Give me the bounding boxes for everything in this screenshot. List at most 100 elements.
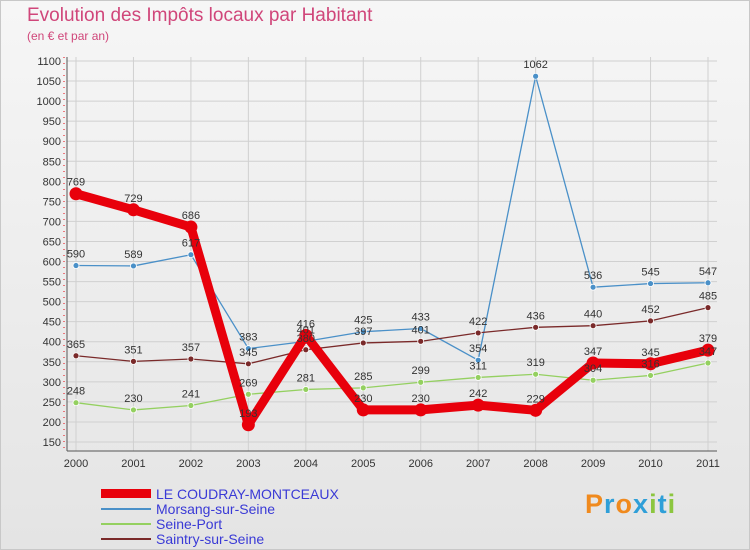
x-tick-labels: 2000 2001 2002 2003 2004 2005 2006 2007 2008 2009… [64, 458, 720, 470]
data-label: 242 [469, 388, 487, 400]
data-label: 686 [182, 210, 200, 222]
y-tick-label: 500 [43, 297, 61, 309]
data-label: 311 [469, 360, 487, 372]
data-point [359, 384, 367, 392]
data-label: 380 [297, 333, 315, 345]
y-tick-label: 900 [43, 136, 61, 148]
data-label: 379 [699, 333, 717, 345]
data-point [72, 399, 80, 407]
y-tick-label: 150 [43, 437, 61, 449]
x-tick-label: 2000 [64, 458, 88, 470]
legend-item-saintry-sur-seine: Saintry-sur-Seine [101, 530, 265, 547]
data-point [586, 356, 600, 370]
y-tick-label: 1000 [37, 96, 61, 108]
data-point [701, 343, 715, 357]
data-label: 397 [354, 326, 372, 338]
data-label: 452 [641, 304, 659, 316]
data-point [589, 322, 597, 330]
data-label: 299 [412, 365, 430, 377]
data-label: 401 [297, 324, 315, 336]
y-tick-label: 750 [43, 196, 61, 208]
data-label: 440 [584, 309, 602, 321]
data-point [474, 374, 482, 381]
data-label: 304 [584, 363, 602, 375]
data-point [244, 360, 252, 368]
grid-lines [67, 57, 717, 451]
data-label: 241 [182, 389, 200, 401]
data-point [647, 280, 654, 287]
x-tick-label: 2010 [638, 458, 662, 470]
data-label: 769 [67, 177, 85, 189]
data-point [474, 329, 482, 337]
x-tick-label: 2003 [236, 458, 260, 470]
data-label: 230 [354, 393, 372, 405]
x-tick-label: 2009 [581, 458, 605, 470]
data-point [187, 251, 195, 259]
series-line [75, 362, 709, 411]
data-label: 281 [297, 372, 315, 384]
series-line [71, 189, 713, 430]
y-tick-label: 800 [43, 176, 61, 188]
data-point [704, 279, 712, 287]
data-point [302, 386, 310, 393]
x-tick-label: 2004 [294, 458, 318, 470]
data-point [72, 352, 80, 360]
y-tick-label: 350 [43, 357, 61, 369]
y-tick-label: 400 [43, 337, 61, 349]
data-label: 357 [182, 342, 200, 354]
data-label: 354 [469, 343, 487, 355]
data-point [532, 323, 540, 331]
proxiti-logo: Proxiti [585, 489, 676, 520]
y-tick-label: 200 [43, 417, 61, 429]
legend-item-morsang-sur-seine: Morsang-sur-Seine [101, 501, 275, 517]
y-tick-label: 1050 [37, 76, 61, 88]
legend-swatch [101, 489, 151, 498]
y-tick-labels: 150 200 250 300 350 400 450 500 550 600 650 700 750 8… [37, 56, 61, 449]
data-point [644, 357, 658, 371]
data-label: 351 [124, 344, 142, 356]
y-tick-label: 700 [43, 216, 61, 228]
data-label: 230 [124, 393, 142, 405]
data-label: 230 [412, 393, 430, 405]
legend-label: Seine-Port [156, 515, 223, 532]
data-label: 401 [412, 324, 430, 336]
data-point [130, 357, 137, 365]
data-label: 365 [67, 339, 85, 351]
x-tick-label: 2011 [696, 458, 720, 470]
data-label: 319 [526, 357, 544, 369]
data-point [532, 370, 540, 378]
legend-label: Saintry-sur-Seine [156, 530, 265, 547]
data-point [589, 283, 597, 291]
data-label: 485 [699, 291, 717, 303]
x-tick-label: 2005 [351, 458, 375, 470]
series-lines [69, 72, 715, 432]
data-label: 589 [124, 249, 142, 261]
data-point [417, 378, 425, 386]
data-point [244, 390, 252, 398]
chart-subtitle: (en € et par an) [27, 29, 110, 43]
data-point [589, 376, 597, 384]
logo-letter: i [667, 489, 677, 519]
x-tick-label: 2002 [179, 458, 203, 470]
series-line [75, 306, 709, 365]
series-line [75, 75, 709, 361]
y-tick-label: 850 [43, 156, 61, 168]
y-tick-label: 1100 [37, 56, 61, 68]
logo-letter: i [649, 489, 658, 519]
data-point [187, 355, 195, 363]
data-point [187, 402, 195, 409]
y-tick-label: 300 [43, 377, 61, 389]
data-label: 536 [584, 270, 602, 282]
data-label: 248 [67, 386, 85, 398]
data-label: 416 [297, 318, 315, 330]
axes [63, 57, 717, 452]
legend-label: LE COUDRAY-MONTCEAUX [156, 485, 339, 502]
data-point [69, 187, 83, 201]
data-label: 425 [354, 315, 372, 327]
legend-item-le-coudray-montceaux: LE COUDRAY-MONTCEAUX [101, 485, 339, 502]
data-point [414, 403, 428, 417]
data-label: 269 [239, 377, 257, 389]
data-point [359, 339, 367, 347]
